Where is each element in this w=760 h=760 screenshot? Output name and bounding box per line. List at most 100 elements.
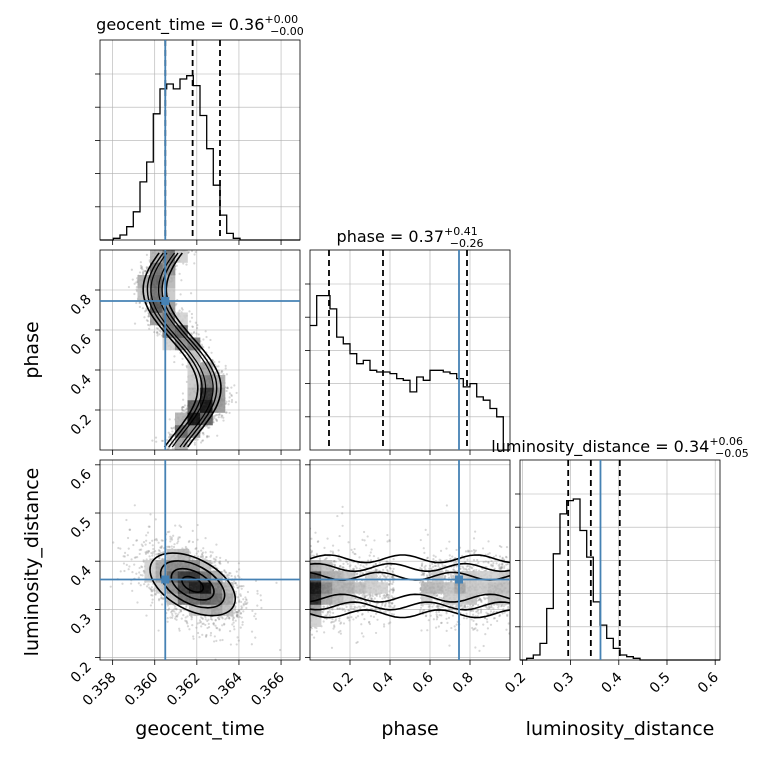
sample-point: [191, 557, 194, 560]
sample-point: [140, 548, 143, 551]
sample-point: [142, 272, 145, 275]
sample-point: [133, 282, 136, 285]
sample-point: [141, 574, 144, 577]
sample-point: [148, 586, 151, 589]
sample-point: [237, 609, 240, 612]
sample-point: [214, 371, 218, 374]
sample-point: [202, 431, 205, 434]
sample-point: [182, 406, 185, 409]
sample-point: [150, 588, 153, 591]
sample-point: [241, 606, 244, 609]
sample-point: [150, 551, 153, 555]
sample-point: [179, 609, 182, 612]
sample-point: [142, 560, 145, 563]
sample-point: [220, 616, 224, 619]
sample-point: [226, 386, 229, 389]
sample-point: [147, 311, 150, 315]
density-cell: [200, 375, 213, 388]
sample-point: [204, 537, 207, 540]
sample-point: [150, 594, 153, 597]
sample-point: [227, 616, 231, 619]
sample-point: [155, 327, 158, 330]
sample-point: [233, 575, 237, 578]
sample-point: [196, 523, 199, 527]
sample-point: [260, 606, 263, 610]
sample-point: [138, 271, 142, 274]
sample-point: [245, 602, 248, 606]
sample-point: [172, 609, 175, 612]
sample-point: [147, 550, 150, 553]
sample-point: [214, 558, 217, 561]
sample-point: [112, 541, 115, 544]
sample-point: [145, 585, 149, 588]
sample-point: [231, 617, 235, 620]
sample-point: [230, 574, 233, 578]
sample-point: [228, 396, 231, 399]
sample-point: [170, 433, 174, 436]
sample-point: [218, 560, 222, 563]
sample-point: [148, 541, 151, 545]
sample-point: [137, 582, 140, 585]
sample-point: [166, 604, 170, 607]
sample-point: [158, 557, 161, 560]
sample-point: [177, 540, 180, 543]
sample-point: [153, 330, 156, 334]
sample-point: [123, 551, 127, 554]
sample-point: [185, 380, 188, 383]
sample-point: [191, 529, 194, 532]
panel-distance-vs-phase-grid: [310, 460, 510, 660]
sample-point: [233, 608, 237, 612]
sample-point: [228, 400, 231, 403]
sample-point: [140, 543, 143, 546]
sample-point: [158, 549, 161, 553]
sample-point: [149, 587, 152, 591]
sample-point: [146, 551, 150, 554]
sample-point: [184, 616, 187, 619]
sample-point: [190, 332, 193, 335]
sample-point: [221, 414, 224, 417]
sample-point: [145, 266, 148, 269]
sample-point: [172, 426, 175, 430]
sample-point: [131, 589, 134, 592]
sample-point: [216, 434, 219, 437]
sample-point: [214, 418, 218, 421]
sample-point: [144, 309, 147, 312]
sample-point: [158, 329, 161, 332]
sample-point: [185, 605, 188, 608]
sample-point: [240, 600, 243, 604]
sample-point: [226, 386, 229, 390]
sample-point: [214, 414, 218, 417]
sample-point: [215, 543, 218, 546]
sample-point: [230, 400, 233, 404]
sample-point: [138, 571, 141, 574]
sample-point: [150, 590, 153, 593]
sample-point: [234, 581, 238, 585]
sample-point: [196, 438, 199, 441]
sample-point: [159, 546, 162, 549]
sample-point: [161, 557, 164, 560]
sample-point: [218, 617, 221, 621]
sample-point: [181, 308, 184, 311]
sample-point: [174, 524, 177, 527]
sample-point: [231, 615, 235, 618]
sample-point: [127, 568, 130, 571]
sample-point: [209, 554, 213, 557]
sample-point: [187, 441, 190, 444]
sample-point: [140, 265, 144, 268]
sample-point: [217, 615, 220, 618]
sample-point: [201, 558, 205, 561]
sample-point: [145, 253, 148, 256]
sample-point: [179, 525, 183, 529]
sample-point: [232, 621, 235, 624]
sample-point: [160, 539, 163, 542]
sample-point: [133, 322, 137, 325]
sample-point: [159, 597, 163, 600]
sample-point: [186, 615, 189, 618]
sample-point: [161, 539, 164, 542]
sample-point: [166, 447, 169, 450]
sample-point: [176, 538, 180, 541]
sample-point: [171, 616, 174, 619]
sample-point: [214, 559, 217, 562]
sample-point: [172, 534, 175, 537]
sample-point: [259, 599, 263, 602]
